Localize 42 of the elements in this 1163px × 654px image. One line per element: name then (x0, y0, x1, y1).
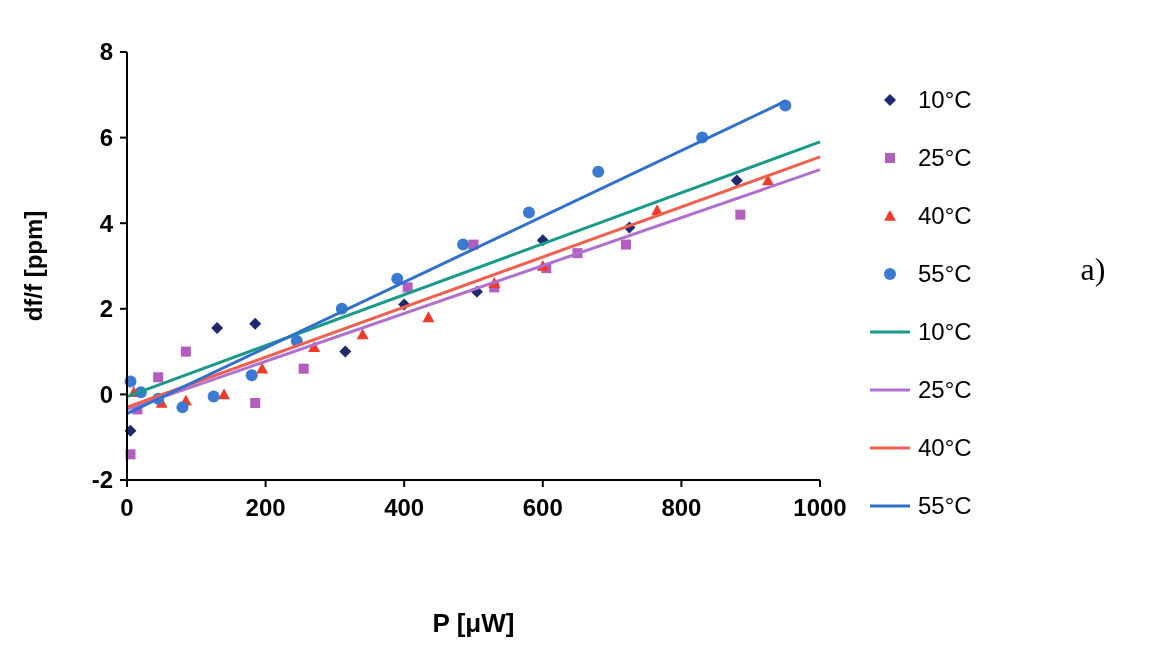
legend-label: 10°C (918, 318, 972, 346)
point (730, 174, 743, 187)
y-tick-label: 8 (99, 38, 113, 66)
x-tick-label: 800 (661, 494, 702, 521)
x-tick-label: 600 (522, 494, 563, 521)
point (176, 401, 189, 414)
point (620, 239, 631, 250)
legend-label: 40°C (918, 434, 972, 462)
y-tick-label: 4 (99, 209, 114, 237)
point (735, 209, 746, 220)
point (457, 238, 470, 251)
x-tick-label: 400 (384, 494, 425, 521)
point (422, 311, 435, 323)
point (218, 388, 231, 400)
point (245, 369, 258, 382)
legend-label: 25°C (918, 144, 972, 172)
x-tick-label: 1000 (793, 494, 847, 521)
point (339, 345, 352, 358)
point (207, 390, 220, 403)
point (153, 372, 164, 383)
point (250, 397, 261, 408)
x-tick-label: 200 (245, 494, 286, 521)
legend-label: 40°C (918, 202, 972, 230)
legend-label: 55°C (918, 492, 972, 520)
x-tick-label: 0 (120, 494, 134, 521)
point (356, 328, 369, 340)
y-axis-title: df/f [ppm] (20, 210, 47, 322)
point (298, 363, 309, 374)
y-tick-label: 6 (99, 124, 113, 151)
text: a) (1080, 251, 1106, 287)
y-tick-label: 2 (99, 295, 113, 323)
x-axis-title: P [μW] (432, 608, 515, 638)
legend-label: 10°C (918, 86, 972, 114)
y-tick-label: 0 (99, 380, 113, 408)
legend-label: 25°C (918, 376, 972, 404)
point (592, 165, 605, 178)
point (211, 322, 224, 335)
point (180, 346, 191, 357)
point (522, 206, 535, 219)
y-tick-label: -2 (91, 466, 113, 494)
point (249, 317, 262, 330)
legend-label: 55°C (918, 260, 972, 288)
